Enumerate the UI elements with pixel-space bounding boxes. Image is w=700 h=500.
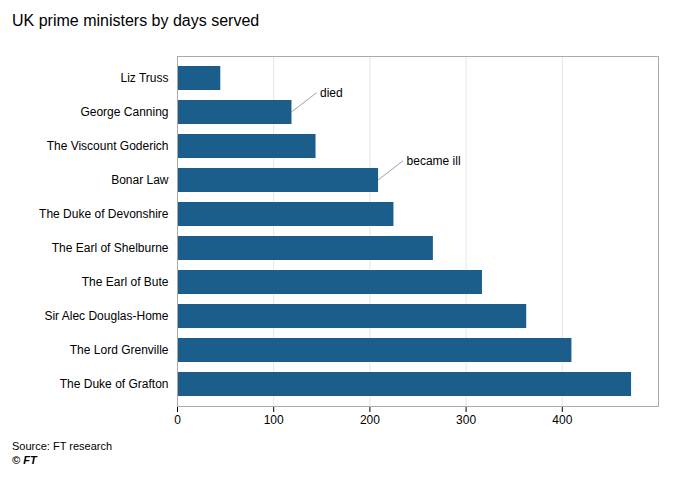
svg-text:Bonar Law: Bonar Law bbox=[111, 173, 169, 187]
svg-text:The Duke of Devonshire: The Duke of Devonshire bbox=[39, 207, 169, 221]
svg-text:The Earl of Bute: The Earl of Bute bbox=[82, 275, 169, 289]
svg-text:became ill: became ill bbox=[407, 154, 461, 168]
svg-text:George Canning: George Canning bbox=[80, 105, 168, 119]
svg-text:The Lord Grenville: The Lord Grenville bbox=[70, 343, 169, 357]
svg-text:died: died bbox=[320, 86, 343, 100]
svg-text:100: 100 bbox=[264, 413, 284, 427]
html-text:UK prime ministers by days ser: UK prime ministers by days served bbox=[12, 12, 260, 29]
svg-text:0: 0 bbox=[174, 413, 181, 427]
svg-text:The Earl of Shelburne: The Earl of Shelburne bbox=[52, 241, 169, 255]
svg-text:300: 300 bbox=[456, 413, 476, 427]
svg-text:400: 400 bbox=[552, 413, 572, 427]
svg-text:200: 200 bbox=[360, 413, 380, 427]
svg-text:Liz Truss: Liz Truss bbox=[120, 71, 168, 85]
html-text:© FT: © FT bbox=[12, 454, 37, 466]
svg-text:The Duke of Grafton: The Duke of Grafton bbox=[60, 377, 169, 391]
svg-text:Sir Alec Douglas-Home: Sir Alec Douglas-Home bbox=[44, 309, 168, 323]
svg-text:The Viscount Goderich: The Viscount Goderich bbox=[47, 139, 169, 153]
html-text:Source: FT research: Source: FT research bbox=[12, 440, 113, 452]
